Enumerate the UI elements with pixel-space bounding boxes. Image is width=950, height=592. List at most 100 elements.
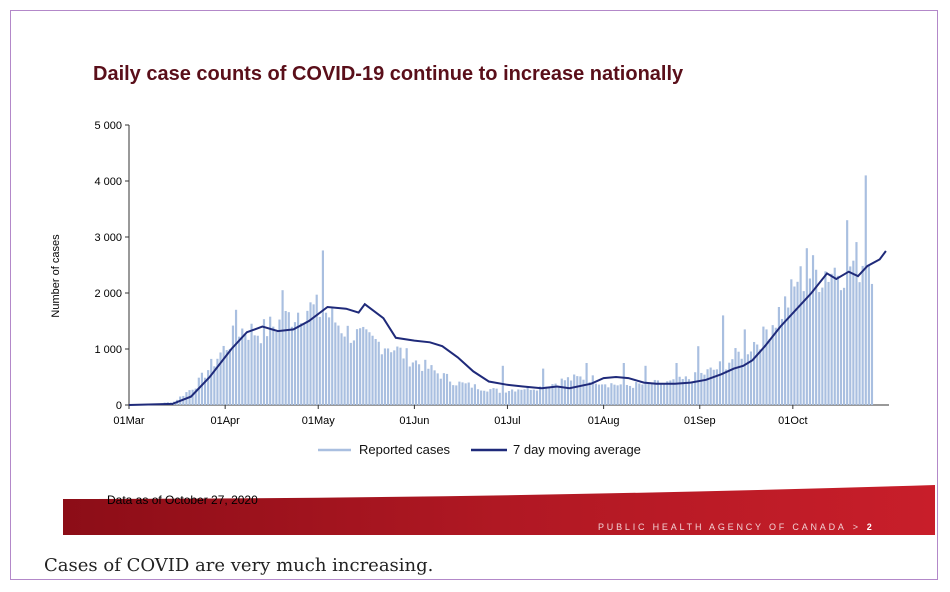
case-bar — [473, 384, 476, 405]
case-bar — [309, 302, 312, 405]
case-bar — [231, 325, 235, 405]
case-bar — [715, 369, 718, 405]
case-bar — [504, 392, 508, 405]
case-bar — [672, 379, 675, 405]
case-bar — [250, 323, 253, 405]
case-bar — [197, 377, 200, 405]
case-bar — [222, 345, 225, 405]
case-bar — [355, 329, 359, 405]
case-bar — [628, 385, 632, 405]
case-bar — [244, 334, 247, 405]
case-bar — [337, 325, 340, 405]
case-bar — [461, 382, 464, 405]
case-bar — [669, 380, 672, 405]
case-bar — [712, 369, 715, 405]
case-bar — [805, 248, 808, 405]
case-bar — [386, 348, 390, 405]
case-bar — [501, 365, 504, 405]
banner-shape — [63, 485, 935, 535]
case-bar — [647, 382, 650, 405]
case-bar — [867, 265, 870, 405]
case-bar — [328, 317, 331, 405]
case-bar — [827, 281, 830, 405]
case-bar — [365, 329, 368, 405]
case-bar — [402, 358, 405, 405]
case-bar — [417, 364, 421, 405]
x-tick-label: 01Oct — [778, 415, 807, 427]
case-bar — [507, 391, 511, 405]
page-number: 2 — [866, 522, 875, 532]
case-bar — [241, 328, 244, 405]
x-tick-label: 01Apr — [210, 415, 240, 427]
case-bar — [613, 384, 616, 405]
case-bar — [396, 346, 399, 405]
case-bar — [753, 341, 756, 405]
x-tick-label: 01Mar — [113, 415, 145, 427]
case-bar — [421, 370, 424, 405]
case-bar — [262, 319, 266, 405]
case-bar — [852, 260, 855, 405]
case-bar — [836, 275, 839, 405]
case-bar — [430, 365, 433, 405]
case-bar — [495, 388, 498, 405]
case-bar — [269, 316, 272, 405]
case-bar — [470, 387, 473, 405]
case-bar — [368, 332, 371, 405]
case-bar — [511, 389, 514, 405]
case-bar — [858, 282, 861, 405]
legend-reported-label: Reported cases — [359, 442, 451, 457]
case-bar — [408, 366, 411, 405]
cases-chart: Number of cases 0 1 000 2 000 3 000 4 000 5 0… — [50, 120, 889, 457]
case-bar — [213, 366, 216, 405]
case-bar — [641, 384, 644, 405]
case-bar — [622, 363, 625, 405]
case-bar — [284, 310, 287, 405]
legend-average-label: 7 day moving average — [513, 442, 641, 457]
case-bar — [855, 242, 858, 405]
case-bar — [666, 381, 669, 405]
case-bar — [566, 377, 570, 405]
case-bar — [594, 383, 597, 405]
x-tick-label: 01Sep — [684, 415, 716, 427]
case-bar — [793, 286, 796, 405]
case-bar — [799, 266, 802, 405]
content-frame: Daily case counts of COVID-19 continue t… — [10, 10, 938, 580]
case-bar — [638, 383, 641, 405]
case-bar — [659, 383, 663, 405]
case-bar — [287, 312, 290, 405]
case-bar — [476, 389, 480, 405]
data-as-of: Data as of October 27, 2020 — [107, 493, 258, 507]
case-bar — [492, 388, 495, 405]
case-bar — [601, 384, 604, 405]
case-bar — [700, 372, 703, 405]
case-bar — [278, 319, 281, 405]
case-bar — [343, 336, 346, 405]
case-bar — [352, 340, 356, 405]
case-bar — [597, 384, 601, 405]
case-bar — [383, 348, 387, 405]
case-bar — [737, 351, 740, 405]
case-bar — [464, 383, 467, 405]
case-bar — [194, 388, 197, 405]
case-bar — [694, 372, 697, 405]
case-bar — [371, 335, 374, 405]
case-bar — [318, 316, 321, 405]
x-axis: 01Mar 01Apr 01May 01Jun 01Jul 01Aug 01Sep 01Oct — [113, 404, 889, 427]
case-bar — [191, 389, 194, 405]
case-bar — [604, 384, 607, 405]
case-bar — [312, 304, 315, 405]
y-tick-label: 4 000 — [94, 176, 122, 188]
case-bar — [787, 307, 790, 405]
case-bar — [846, 220, 849, 405]
case-bar — [697, 346, 700, 405]
case-bar — [498, 392, 501, 405]
case-bar — [542, 368, 545, 405]
case-bar — [200, 372, 204, 405]
case-bar — [635, 382, 638, 405]
case-bar — [517, 389, 520, 405]
case-bar — [340, 333, 343, 405]
case-bar — [811, 255, 815, 405]
y-axis-label: Number of cases — [50, 234, 62, 318]
case-bar — [272, 326, 275, 405]
case-bar — [427, 368, 430, 405]
